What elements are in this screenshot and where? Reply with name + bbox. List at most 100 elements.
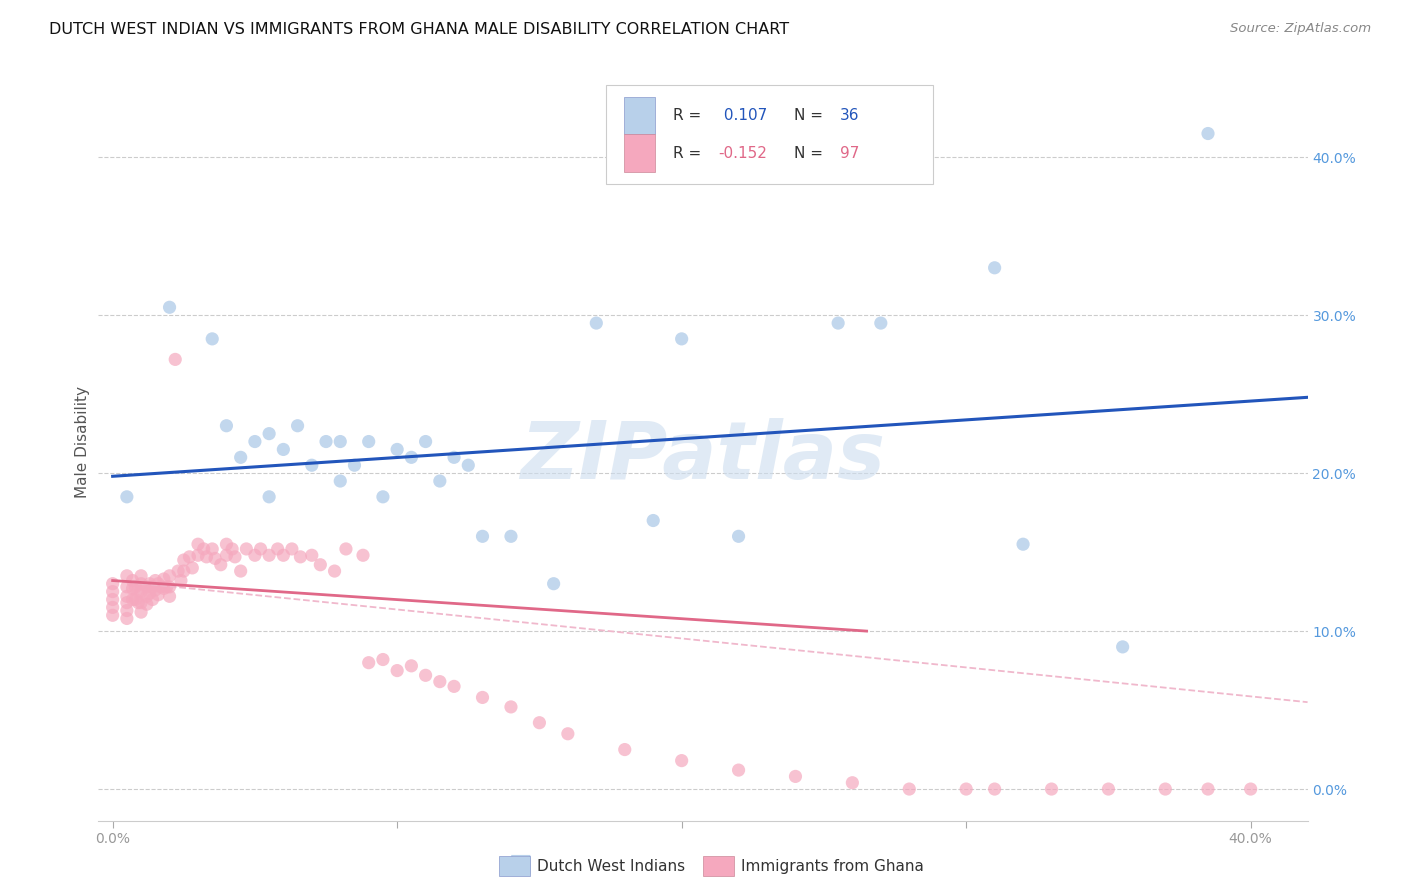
Point [499, 529, 522, 543]
Point [1154, 782, 1177, 797]
Point [135, 590, 157, 604]
Point [443, 450, 465, 465]
Point [309, 558, 332, 572]
Text: ZIPatlas: ZIPatlas [520, 417, 886, 496]
Point [371, 490, 394, 504]
Point [329, 434, 352, 449]
Point [115, 611, 138, 625]
Point [209, 558, 232, 572]
Point [150, 580, 173, 594]
Point [557, 727, 579, 741]
Point [115, 580, 138, 594]
Point [290, 549, 312, 564]
Point [335, 541, 357, 556]
Text: □: □ [509, 852, 531, 875]
Text: 97: 97 [839, 146, 859, 161]
Point [101, 584, 124, 599]
Point [352, 548, 374, 563]
Point [1012, 537, 1035, 551]
Point [385, 442, 408, 457]
Point [273, 548, 295, 563]
Point [1240, 782, 1263, 797]
Point [187, 548, 209, 563]
Point [115, 596, 138, 610]
Point [121, 592, 143, 607]
Point [215, 418, 238, 433]
Bar [624, 135, 655, 172]
Point [671, 332, 693, 346]
Text: Dutch West Indians: Dutch West Indians [537, 859, 685, 873]
Text: N =: N = [794, 108, 828, 123]
Point [159, 300, 181, 314]
Point [898, 782, 921, 797]
Point [129, 569, 152, 583]
Point [529, 715, 551, 730]
Point [1197, 782, 1219, 797]
Point [415, 668, 437, 682]
Point [613, 742, 636, 756]
Point [201, 541, 224, 556]
Point [129, 596, 152, 610]
Point [124, 592, 146, 607]
Point [156, 580, 179, 594]
Point [146, 576, 169, 591]
Point [401, 450, 423, 465]
Point [121, 574, 143, 588]
Point [281, 541, 304, 556]
Point [224, 549, 246, 564]
Point [165, 352, 187, 367]
Point [1111, 640, 1133, 654]
Point [371, 652, 394, 666]
Point [1040, 782, 1063, 797]
Point [401, 658, 423, 673]
Point [323, 564, 346, 578]
Text: Source: ZipAtlas.com: Source: ZipAtlas.com [1230, 22, 1371, 36]
Point [187, 537, 209, 551]
Point [146, 588, 169, 602]
Point [153, 572, 176, 586]
Point [115, 490, 138, 504]
Y-axis label: Male Disability: Male Disability [75, 385, 90, 498]
Point [287, 418, 309, 433]
Point [429, 474, 451, 488]
Point [193, 541, 215, 556]
Text: R =: R = [673, 108, 706, 123]
Point [121, 582, 143, 596]
Point [201, 332, 224, 346]
Point [138, 576, 160, 591]
Point [257, 426, 280, 441]
Point [315, 434, 337, 449]
Point [170, 574, 193, 588]
Point [357, 656, 380, 670]
Point [443, 679, 465, 693]
Point [101, 600, 124, 615]
Point [643, 514, 665, 528]
Point [266, 541, 288, 556]
Point [415, 434, 437, 449]
Point [135, 597, 157, 611]
Point [499, 699, 522, 714]
Point [215, 537, 238, 551]
Point [357, 434, 380, 449]
Point [101, 576, 124, 591]
Point [983, 260, 1005, 275]
Point [955, 782, 977, 797]
Point [429, 674, 451, 689]
Point [129, 576, 152, 591]
Text: DUTCH WEST INDIAN VS IMMIGRANTS FROM GHANA MALE DISABILITY CORRELATION CHART: DUTCH WEST INDIAN VS IMMIGRANTS FROM GHA… [49, 22, 789, 37]
Point [257, 490, 280, 504]
Point [273, 442, 295, 457]
Point [1097, 782, 1119, 797]
Point [204, 551, 226, 566]
Point [301, 548, 323, 563]
Text: R =: R = [673, 146, 706, 161]
Bar [624, 96, 655, 135]
Point [827, 316, 849, 330]
Point [257, 548, 280, 563]
Point [457, 458, 479, 473]
Point [471, 690, 494, 705]
Point [471, 529, 494, 543]
Point [727, 763, 749, 777]
Point [243, 434, 266, 449]
Point [167, 564, 190, 578]
